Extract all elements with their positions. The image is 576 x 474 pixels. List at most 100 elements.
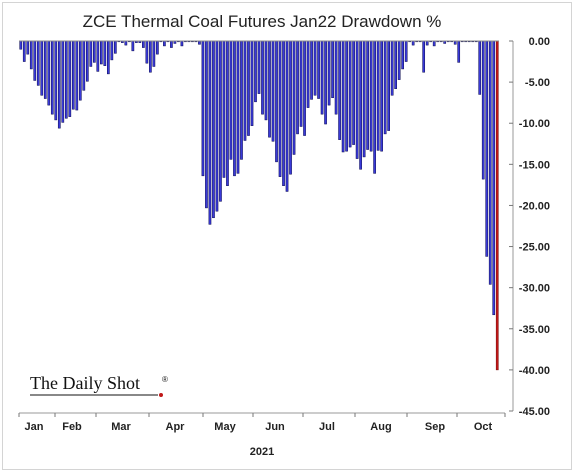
bar bbox=[64, 40, 68, 119]
bar bbox=[422, 40, 426, 73]
bar bbox=[268, 40, 271, 138]
bar bbox=[285, 40, 289, 192]
bar bbox=[54, 40, 58, 121]
x-tick-label: Sep bbox=[425, 421, 445, 433]
bar bbox=[345, 40, 348, 152]
bar bbox=[222, 40, 226, 178]
bar bbox=[114, 40, 117, 54]
bar bbox=[383, 40, 387, 135]
bar bbox=[131, 40, 135, 52]
bar bbox=[163, 40, 166, 47]
bar-series bbox=[19, 40, 499, 371]
bar bbox=[397, 40, 401, 80]
logo-dot bbox=[159, 393, 163, 397]
bar bbox=[240, 40, 243, 160]
bar bbox=[229, 40, 233, 160]
bar bbox=[82, 40, 86, 91]
bar bbox=[401, 40, 404, 70]
bar bbox=[369, 40, 373, 152]
bar bbox=[341, 40, 345, 153]
bar bbox=[226, 40, 229, 186]
bar bbox=[92, 40, 96, 63]
bar bbox=[264, 40, 268, 121]
bar bbox=[180, 40, 184, 47]
bar bbox=[495, 40, 499, 371]
bar bbox=[331, 40, 334, 98]
y-tick-label: -20.00 bbox=[519, 200, 550, 212]
bar bbox=[215, 40, 219, 212]
bar bbox=[327, 40, 331, 106]
bar bbox=[26, 40, 30, 55]
bar bbox=[432, 40, 436, 47]
bar bbox=[317, 40, 320, 99]
logo-registered-mark: ® bbox=[162, 375, 168, 384]
bar bbox=[425, 40, 429, 46]
bar bbox=[355, 40, 359, 159]
x-tick-label: Aug bbox=[370, 421, 391, 433]
bar bbox=[47, 40, 51, 106]
bar bbox=[457, 40, 461, 63]
y-tick-label: -25.00 bbox=[519, 242, 550, 254]
bar bbox=[492, 40, 496, 316]
bar bbox=[68, 40, 72, 117]
bar bbox=[36, 40, 40, 86]
bar bbox=[338, 40, 341, 140]
bar bbox=[373, 40, 376, 174]
bar bbox=[390, 40, 394, 96]
logo-text: The Daily Shot bbox=[30, 373, 140, 393]
bar bbox=[387, 40, 390, 131]
bar bbox=[303, 40, 306, 136]
bar bbox=[201, 40, 205, 177]
bar bbox=[243, 40, 247, 141]
bar bbox=[306, 40, 310, 108]
bar bbox=[352, 40, 355, 145]
bar bbox=[324, 40, 327, 125]
x-tick-label: Feb bbox=[62, 421, 82, 433]
bar bbox=[481, 40, 485, 180]
y-axis: 0.00 -5.00 -10.00 -15.00 -20.00 -25.00 -30.00 -… bbox=[509, 36, 550, 418]
bar bbox=[292, 40, 296, 155]
bar bbox=[96, 40, 100, 72]
bar bbox=[334, 40, 338, 115]
y-tick-label: -30.00 bbox=[519, 283, 550, 295]
bar bbox=[233, 40, 236, 177]
bar bbox=[320, 40, 324, 115]
bar bbox=[85, 40, 89, 82]
x-tick-label: Mar bbox=[111, 421, 131, 433]
bar bbox=[170, 40, 173, 48]
bar bbox=[282, 40, 285, 186]
bar bbox=[22, 40, 26, 62]
x-tick-label: Apr bbox=[166, 421, 186, 433]
x-tick-label: Jul bbox=[319, 421, 335, 433]
bar bbox=[257, 40, 261, 94]
y-tick-label: 0.00 bbox=[529, 36, 550, 48]
bar bbox=[50, 40, 54, 115]
bar bbox=[485, 40, 489, 257]
bar bbox=[124, 40, 128, 46]
chart-frame: ZCE Thermal Coal Futures Jan22 Drawdown … bbox=[2, 2, 572, 470]
bar bbox=[310, 40, 313, 100]
chart-title: ZCE Thermal Coal Futures Jan22 Drawdown … bbox=[83, 12, 442, 31]
bar bbox=[107, 40, 110, 75]
x-axis: Jan Feb Mar Apr May Jun Jul Aug Sep Oct bbox=[18, 412, 506, 433]
bar bbox=[488, 40, 492, 285]
bar bbox=[110, 40, 114, 61]
bar bbox=[61, 40, 65, 123]
bar bbox=[250, 40, 254, 126]
bar bbox=[19, 40, 23, 50]
x-axis-label: 2021 bbox=[250, 446, 274, 458]
bar bbox=[33, 40, 37, 81]
x-tick-label: Oct bbox=[474, 421, 493, 433]
bar bbox=[152, 40, 156, 67]
bar bbox=[376, 40, 380, 151]
bar bbox=[359, 40, 362, 170]
x-tick-label: Jan bbox=[25, 421, 44, 433]
bar bbox=[205, 40, 208, 209]
bar bbox=[57, 40, 61, 129]
bar bbox=[366, 40, 369, 150]
bar bbox=[212, 40, 215, 219]
bar bbox=[404, 40, 408, 62]
bar bbox=[75, 40, 79, 111]
bar bbox=[156, 40, 159, 55]
bar bbox=[145, 40, 149, 64]
